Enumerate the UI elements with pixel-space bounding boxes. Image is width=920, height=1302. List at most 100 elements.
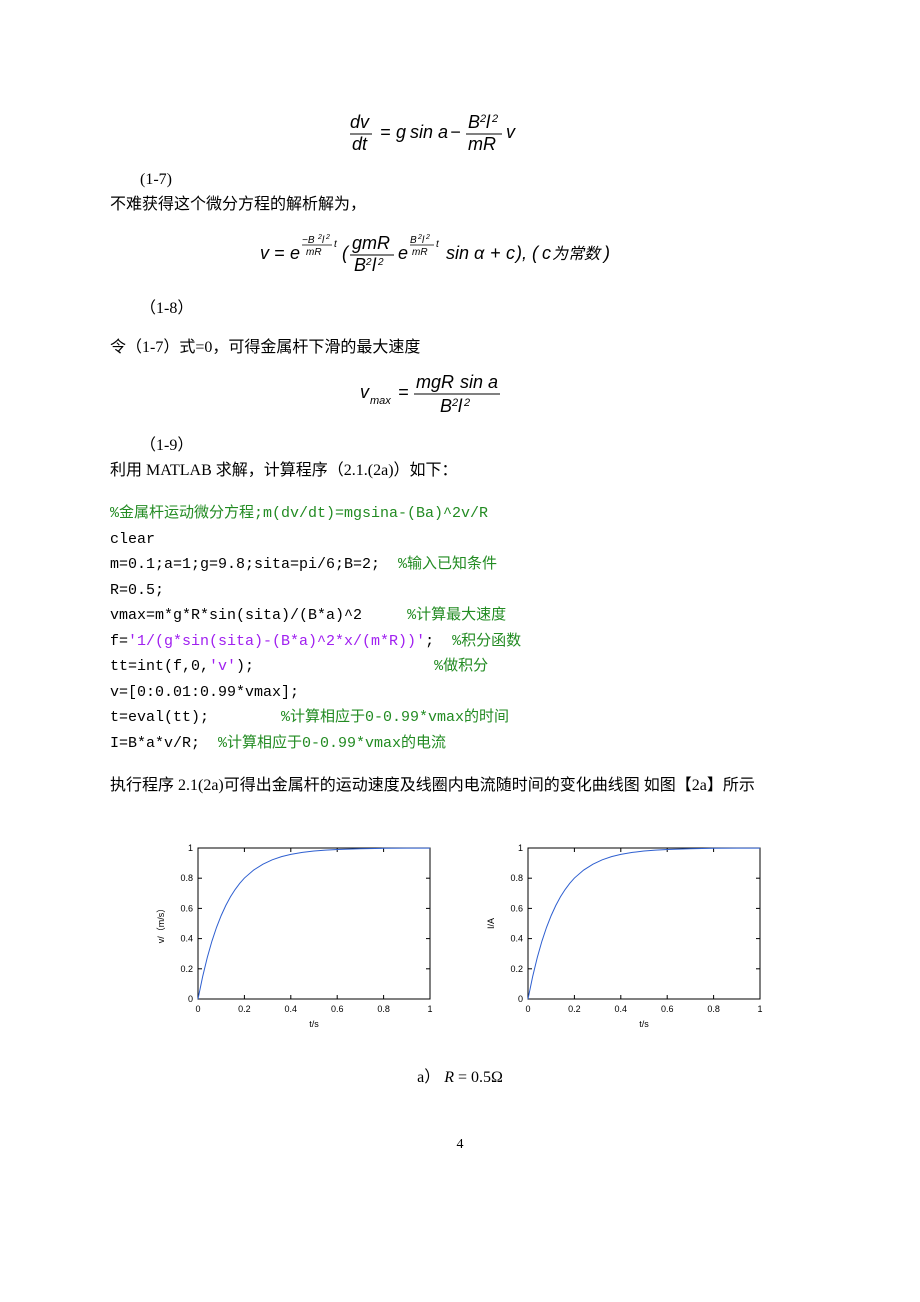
svg-text:v: v bbox=[506, 122, 516, 142]
svg-text:l: l bbox=[322, 235, 325, 246]
code-string: '1/(g*sin(sita)-(B*a)^2*x/(m*R))' bbox=[128, 633, 425, 650]
svg-text:0.4: 0.4 bbox=[510, 934, 523, 944]
code-comment: %计算最大速度 bbox=[407, 607, 506, 624]
svg-text:g: g bbox=[396, 122, 406, 142]
svg-text:α: α bbox=[474, 243, 485, 263]
svg-text:+: + bbox=[490, 243, 501, 263]
svg-text:dt: dt bbox=[352, 134, 368, 154]
code-comment: %积分函数 bbox=[452, 633, 521, 650]
code-line: clear bbox=[110, 531, 155, 548]
svg-text:): ) bbox=[602, 243, 610, 263]
svg-text:−B: −B bbox=[302, 235, 315, 246]
svg-text:), (: ), ( bbox=[514, 243, 540, 263]
svg-text:I/A: I/A bbox=[486, 918, 496, 929]
svg-text:0: 0 bbox=[195, 1004, 200, 1014]
svg-text:sin: sin bbox=[410, 122, 433, 142]
svg-text:0.4: 0.4 bbox=[285, 1004, 298, 1014]
svg-text:e: e bbox=[398, 243, 408, 263]
svg-text:2: 2 bbox=[377, 257, 384, 268]
svg-text:2: 2 bbox=[425, 234, 430, 241]
svg-text:mR: mR bbox=[412, 247, 428, 258]
matlab-code-block: %金属杆运动微分方程;m(dv/dt)=mgsina-(Ba)^2v/R cle… bbox=[110, 501, 810, 756]
svg-text:0: 0 bbox=[518, 994, 523, 1004]
svg-text:1: 1 bbox=[757, 1004, 762, 1014]
svg-text:0.2: 0.2 bbox=[510, 964, 523, 974]
svg-text:0.2: 0.2 bbox=[180, 964, 193, 974]
svg-text:B: B bbox=[468, 112, 480, 132]
svg-text:0.6: 0.6 bbox=[180, 903, 193, 913]
svg-text:t/s: t/s bbox=[639, 1019, 649, 1029]
paragraph-1-7: 不难获得这个微分方程的解析解为， bbox=[110, 193, 810, 217]
svg-text:max: max bbox=[370, 395, 391, 407]
svg-text:sin: sin bbox=[446, 243, 469, 263]
code-line: ; bbox=[425, 633, 452, 650]
code-line: m=0.1;a=1;g=9.8;sita=pi/6;B=2; bbox=[110, 556, 398, 573]
svg-text:0.2: 0.2 bbox=[238, 1004, 251, 1014]
code-line: tt=int(f,0, bbox=[110, 658, 209, 675]
svg-text:0.8: 0.8 bbox=[510, 873, 523, 883]
svg-text:v: v bbox=[360, 382, 370, 402]
chart-velocity: 00.20.40.60.8100.20.40.60.81t/sv/（m/s） bbox=[150, 838, 440, 1038]
svg-text:B: B bbox=[410, 235, 417, 246]
svg-text:mR: mR bbox=[306, 247, 322, 258]
svg-text:2: 2 bbox=[365, 257, 372, 268]
svg-text:1: 1 bbox=[188, 843, 193, 853]
svg-text:v: v bbox=[260, 243, 270, 263]
svg-text:B: B bbox=[354, 255, 366, 275]
svg-text:0.4: 0.4 bbox=[615, 1004, 628, 1014]
svg-text:l: l bbox=[422, 235, 425, 246]
svg-text:t: t bbox=[334, 239, 338, 250]
svg-text:c: c bbox=[542, 243, 551, 263]
code-line: ); bbox=[236, 658, 434, 675]
svg-text:l: l bbox=[486, 112, 491, 132]
equation-1-8: v = e −B 2 l 2 mR t ( gmR B 2 l 2 e B 2 … bbox=[110, 225, 810, 286]
svg-text:2: 2 bbox=[491, 113, 498, 125]
charts-row: 0 0.2 0.4 0.6 0.8 1 0 0.2 0.4 0.6 0.8 1 t/s v/（m/s） 0… bbox=[110, 838, 810, 1038]
equation-1-9-label: （1-9） bbox=[140, 431, 810, 455]
equation-1-7: dv dt = g sin a − B 2 l 2 mR v bbox=[110, 108, 810, 163]
code-comment: %做积分 bbox=[434, 658, 488, 675]
paragraph-after-code: 执行程序 2.1(2a)可得出金属杆的运动速度及线圈内电流随时间的变化曲线图 如… bbox=[110, 774, 810, 798]
code-comment: %输入已知条件 bbox=[398, 556, 497, 573]
svg-text:=: = bbox=[398, 382, 409, 402]
svg-text:0.6: 0.6 bbox=[661, 1004, 674, 1014]
svg-text:0.6: 0.6 bbox=[331, 1004, 344, 1014]
svg-text:t: t bbox=[436, 239, 440, 250]
svg-text:−: − bbox=[450, 122, 461, 142]
equation-1-7-label: (1-7) bbox=[140, 171, 810, 189]
page-root: dv dt = g sin a − B 2 l 2 mR v (1-7) 不难获… bbox=[0, 0, 920, 1193]
code-line: %金属杆运动微分方程;m(dv/dt)=mgsina-(Ba)^2v/R bbox=[110, 505, 488, 522]
code-line: v=[0:0.01:0.99*vmax]; bbox=[110, 684, 299, 701]
equation-1-8-label: （1-8） bbox=[140, 294, 810, 318]
code-comment: %计算相应于0-0.99*vmax的电流 bbox=[218, 735, 446, 752]
svg-text:0.4: 0.4 bbox=[180, 934, 193, 944]
paragraph-1-9: 利用 MATLAB 求解，计算程序（2.1.(2a)）如下： bbox=[110, 459, 810, 483]
paragraph-1-8a: 令（1-7）式=0，可得金属杆下滑的最大速度 bbox=[110, 336, 810, 360]
svg-text:sin: sin bbox=[460, 372, 483, 392]
caption-text: a） R = 0.5Ω bbox=[417, 1069, 503, 1086]
svg-text:2: 2 bbox=[463, 397, 470, 409]
svg-text:l: l bbox=[458, 396, 463, 416]
svg-text:0: 0 bbox=[188, 994, 193, 1004]
svg-text:2: 2 bbox=[325, 234, 330, 241]
svg-text:t/s: t/s bbox=[309, 1019, 319, 1029]
svg-text:e: e bbox=[290, 243, 300, 263]
code-string: 'v' bbox=[209, 658, 236, 675]
svg-text:0.6: 0.6 bbox=[510, 903, 523, 913]
code-line: I=B*a*v/R; bbox=[110, 735, 218, 752]
svg-text:dv: dv bbox=[350, 112, 370, 132]
svg-text:=: = bbox=[274, 243, 285, 263]
code-line: f= bbox=[110, 633, 128, 650]
svg-text:0.2: 0.2 bbox=[568, 1004, 581, 1014]
chart-current: 00.20.40.60.8100.20.40.60.81t/sI/A bbox=[480, 838, 770, 1038]
equation-1-9: v max = mgR sin a B 2 l 2 bbox=[110, 368, 810, 423]
svg-text:0.8: 0.8 bbox=[707, 1004, 720, 1014]
svg-text:为常数: 为常数 bbox=[552, 245, 602, 263]
svg-text:v/（m/s）: v/（m/s） bbox=[156, 904, 166, 944]
svg-text:mgR: mgR bbox=[416, 372, 454, 392]
svg-text:0.8: 0.8 bbox=[377, 1004, 390, 1014]
code-comment: %计算相应于0-0.99*vmax的时间 bbox=[281, 709, 509, 726]
svg-text:l: l bbox=[372, 255, 377, 275]
svg-text:mR: mR bbox=[468, 134, 496, 154]
code-line: vmax=m*g*R*sin(sita)/(B*a)^2 bbox=[110, 607, 407, 624]
